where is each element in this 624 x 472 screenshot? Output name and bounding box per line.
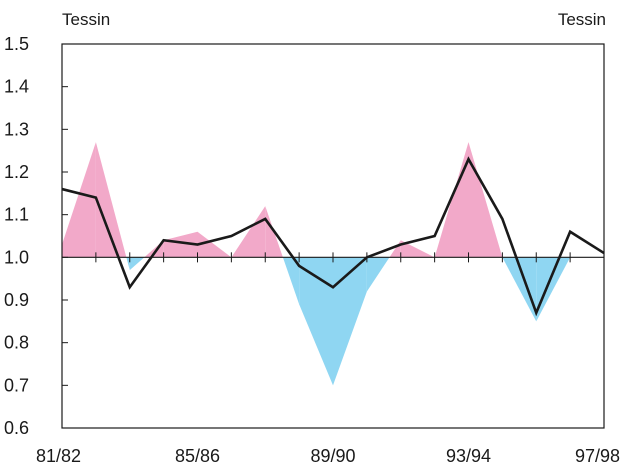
fill-area-below	[333, 257, 367, 386]
fill-area-above	[62, 142, 96, 258]
y-tick-label: 0.8	[4, 333, 29, 353]
fill-area-above	[468, 142, 503, 258]
x-tick-label: 97/98	[575, 446, 620, 466]
fill-area-above	[231, 206, 266, 258]
y-tick-label: 1.0	[4, 247, 29, 267]
fill-area-below	[126, 257, 130, 271]
y-tick-label: 1.3	[4, 119, 29, 139]
y-tick-label: 0.6	[4, 418, 29, 438]
fill-area-above	[95, 142, 127, 258]
fill-area-above	[144, 240, 164, 258]
y-tick-label: 1.1	[4, 205, 29, 225]
tick-labels: 0.6 0.7 0.8 0.9 1.0 1.1 1.2 1.3 1.4 1.5 81/82 85/86…	[4, 34, 620, 466]
fill-area-below	[536, 257, 571, 322]
y-tick-label: 1.4	[4, 77, 29, 97]
x-tick-label: 81/82	[36, 446, 81, 466]
y-tick-label: 0.9	[4, 290, 29, 310]
x-tick-label: 85/86	[175, 446, 220, 466]
plot-frame	[61, 43, 605, 429]
y-tick-label: 0.7	[4, 375, 29, 395]
fill-area-above	[265, 206, 283, 258]
fill-area-above	[163, 231, 198, 258]
fill-area-below	[502, 257, 537, 322]
header-left-label: Tessin	[62, 10, 110, 29]
fill-area-above	[197, 231, 232, 258]
fill-area-below	[129, 257, 145, 271]
header-right-label: Tessin	[558, 10, 606, 29]
fill-area-below	[366, 257, 390, 292]
y-tick-label: 1.2	[4, 162, 29, 182]
fill-area-below	[282, 257, 300, 305]
x-tick-label: 89/90	[310, 446, 355, 466]
fill-areas	[62, 142, 571, 386]
fill-area-above	[400, 240, 435, 258]
index-line	[61, 156, 605, 317]
x-tick-label: 93/94	[446, 446, 491, 466]
y-tick-label: 1.5	[4, 34, 29, 54]
index-line-group	[61, 156, 605, 317]
fill-area-below	[299, 257, 333, 386]
ticks	[62, 43, 571, 429]
fill-area-above	[389, 240, 401, 258]
